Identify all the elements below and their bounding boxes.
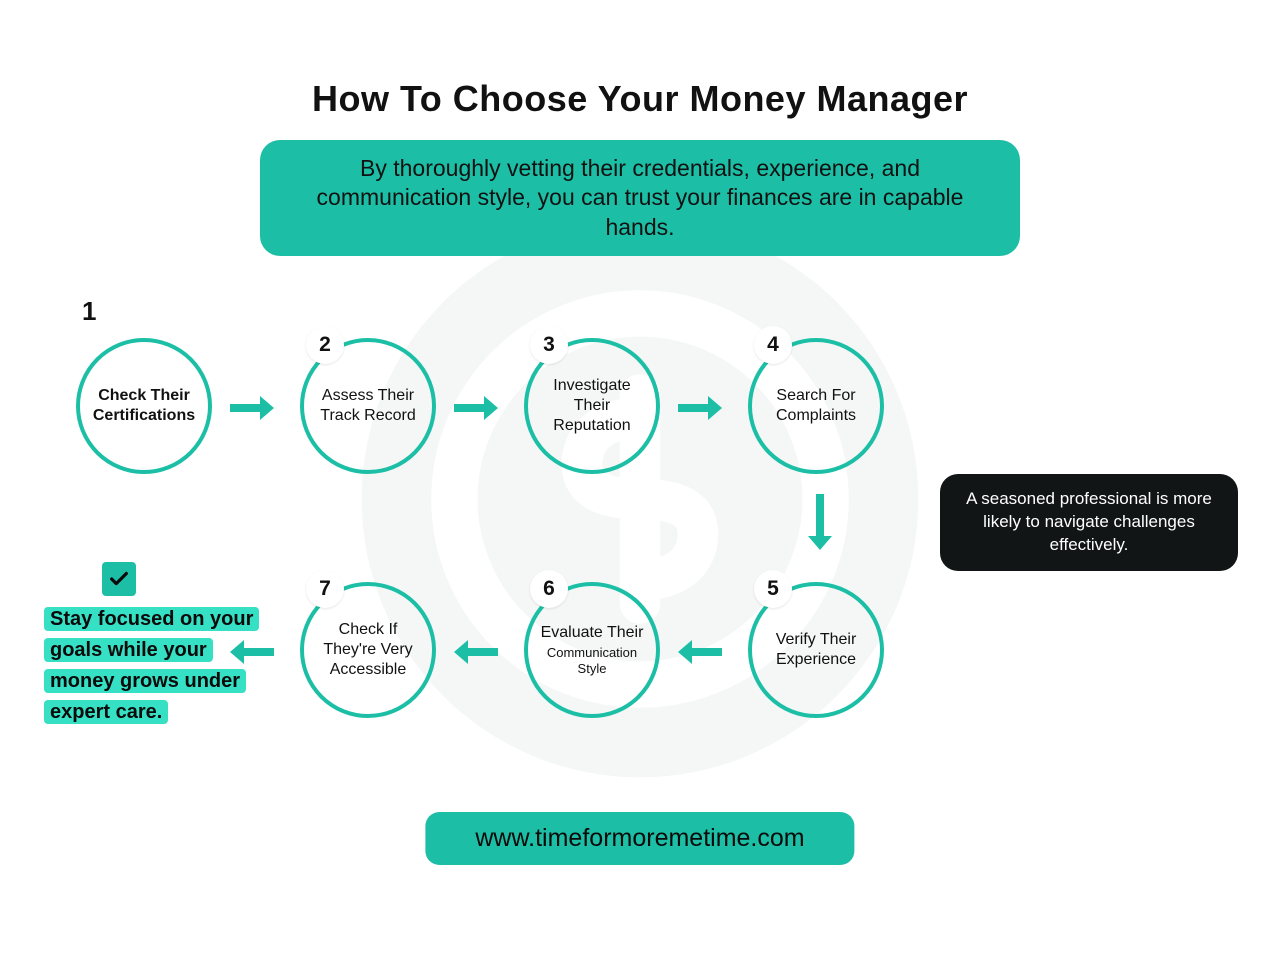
flow-arrow-5	[676, 638, 724, 666]
final-callout: Stay focused on your goals while your mo…	[44, 604, 264, 728]
step-label: Investigate Their Reputation	[538, 376, 646, 436]
step-label: Check If They're Very Accessible	[314, 620, 422, 680]
final-callout-text: Stay focused on your goals while your mo…	[44, 607, 259, 724]
subtitle-box: By thoroughly vetting their credentials,…	[260, 140, 1020, 256]
check-icon	[102, 562, 136, 596]
url-box: www.timeformoremetime.com	[425, 812, 854, 865]
step-label: Check Their Certifications	[90, 386, 198, 426]
flow-arrow-6	[452, 638, 500, 666]
step-number-badge-3: 3	[530, 326, 568, 364]
flow-arrow-1	[228, 394, 276, 422]
step-number-badge-7: 7	[306, 570, 344, 608]
step-number-badge-5: 5	[754, 570, 792, 608]
step-label: Assess Their Track Record	[314, 386, 422, 426]
step-number-badge-2: 2	[306, 326, 344, 364]
flow-arrow-2	[452, 394, 500, 422]
step-number-badge-4: 4	[754, 326, 792, 364]
flow-arrow-3	[676, 394, 724, 422]
step-number-badge-6: 6	[530, 570, 568, 608]
step-label: Evaluate TheirCommunication Style	[538, 623, 646, 678]
step-label: Verify Their Experience	[762, 630, 870, 670]
callout-seasoned-professional: A seasoned professional is more likely t…	[940, 474, 1238, 571]
subtitle-text: By thoroughly vetting their credentials,…	[304, 154, 976, 242]
page-title: How To Choose Your Money Manager	[312, 78, 968, 120]
step-number-1: 1	[82, 296, 96, 327]
step-label: Search For Complaints	[762, 386, 870, 426]
step-circle-1: Check Their Certifications	[76, 338, 212, 474]
flow-arrow-4	[806, 492, 834, 552]
